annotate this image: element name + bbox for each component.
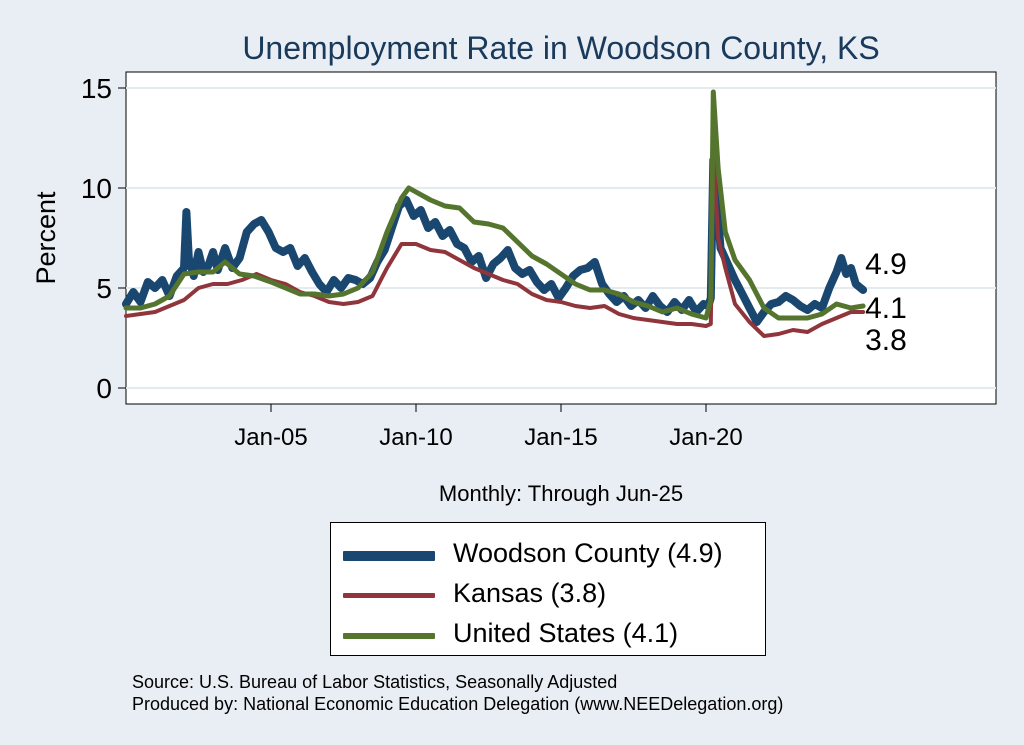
chart-title: Unemployment Rate in Woodson County, KS (242, 30, 879, 66)
legend-label-kansas: Kansas (3.8) (453, 578, 607, 608)
x-tick-label-Jan-05: Jan-05 (234, 424, 307, 451)
y-axis-label: Percent (31, 191, 61, 285)
legend-label-us: United States (4.1) (453, 618, 679, 648)
legend-item-us: United States (4.1) (331, 615, 765, 655)
y-tick-label-10: 10 (81, 173, 112, 204)
series-line-kansas (124, 150, 866, 338)
x-tick-label-Jan-15: Jan-15 (524, 424, 597, 451)
legend-swatch-us (343, 633, 435, 639)
legend-swatch-woodson (343, 551, 435, 561)
x-axis-label: Monthly: Through Jun-25 (439, 481, 683, 506)
y-tick-label-15: 15 (81, 73, 112, 104)
series-lines (122, 89, 868, 338)
series-line-us (123, 89, 866, 321)
y-tick-label-5: 5 (96, 273, 112, 304)
x-tick-label-Jan-10: Jan-10 (379, 424, 452, 451)
end-label-woodson: 4.9 (865, 248, 907, 281)
source-note: Source: U.S. Bureau of Labor Statistics,… (132, 672, 618, 692)
producer-note: Produced by: National Economic Education… (132, 694, 784, 714)
end-label-us: 4.1 (865, 292, 907, 325)
legend-item-woodson: Woodson County (4.9) (331, 535, 765, 575)
legend-swatch-kansas (343, 593, 435, 598)
legend-item-kansas: Kansas (3.8) (331, 575, 765, 615)
y-tick-label-0: 0 (96, 373, 112, 404)
end-label-kansas: 3.8 (865, 324, 907, 357)
legend-label-woodson: Woodson County (4.9) (453, 538, 723, 568)
x-tick-label-Jan-20: Jan-20 (669, 424, 742, 451)
axes: 0 5 10 15 Jan-05 Jan-10 Jan-15 Jan-20 (81, 73, 743, 451)
end-labels: 4.9 3.84.1 (865, 248, 907, 357)
legend: Woodson County (4.9) Kansas (3.8) United… (330, 522, 766, 656)
